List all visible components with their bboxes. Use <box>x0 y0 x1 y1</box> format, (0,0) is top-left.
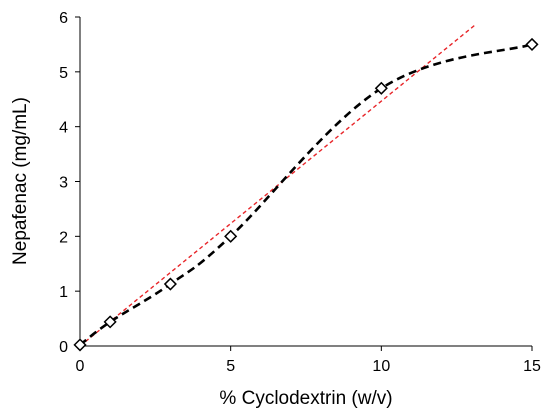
y-tick-label: 5 <box>59 65 68 82</box>
axes <box>75 16 533 351</box>
data-point-marker <box>103 315 117 329</box>
data-point-marker <box>224 229 238 243</box>
data-point-marker <box>73 338 87 352</box>
y-tick-label: 1 <box>59 284 68 301</box>
y-tick-label: 2 <box>59 229 68 246</box>
trendline-layer <box>79 24 476 347</box>
y-tick-label: 6 <box>59 10 68 27</box>
data-point-marker <box>525 37 539 51</box>
x-tick-label: 5 <box>226 358 235 375</box>
marker-layer <box>73 37 539 352</box>
series-line <box>79 43 533 346</box>
x-tick-label: 0 <box>76 358 85 375</box>
x-tick-label: 15 <box>523 358 541 375</box>
tick-label-layer: 0 1 2 3 4 5 6 0 5 10 15 <box>59 10 541 375</box>
y-tick-label: 4 <box>59 120 68 137</box>
data-point-marker <box>374 81 388 95</box>
y-tick-label: 0 <box>59 339 68 356</box>
x-tick-label: 10 <box>372 358 390 375</box>
series-layer <box>79 43 533 346</box>
y-tick-label: 3 <box>59 175 68 192</box>
data-point-marker <box>163 277 177 291</box>
trendline <box>79 24 476 347</box>
x-axis-title: % Cyclodextrin (w/v) <box>219 388 392 409</box>
y-axis-title: Nepafenac (mg/mL) <box>10 97 31 265</box>
